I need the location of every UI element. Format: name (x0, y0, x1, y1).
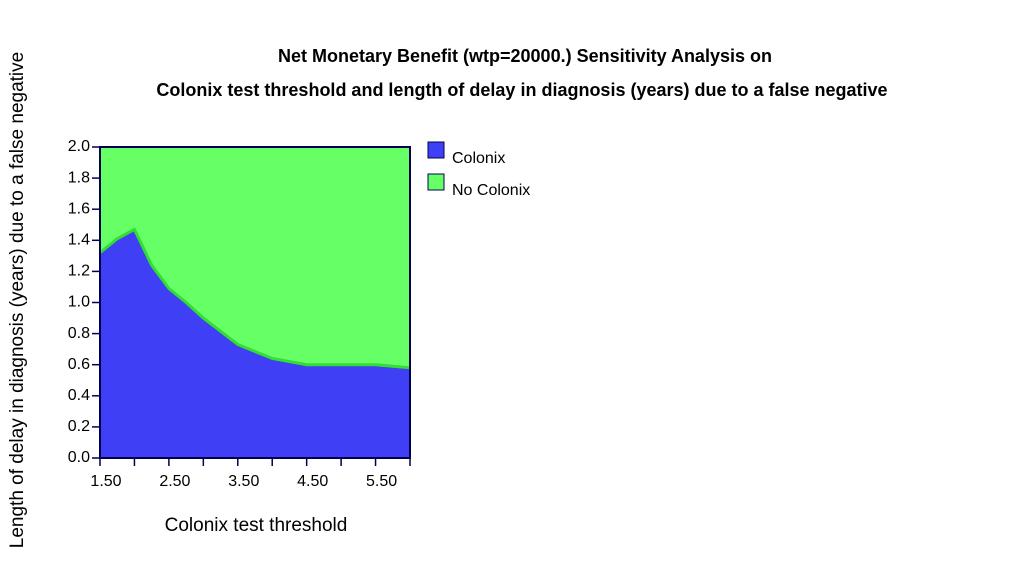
boundary-line (99, 227, 411, 370)
x-tick-label: 2.50 (159, 473, 190, 490)
y-tick-label: 1.6 (68, 200, 90, 217)
y-tick-label: 0.8 (68, 325, 90, 342)
y-tick-label: 1.4 (68, 232, 90, 249)
x-tick-label: 5.50 (366, 473, 397, 490)
chart-title: Net Monetary Benefit (wtp=20000.) Sensit… (278, 46, 772, 66)
x-tick-label: 1.50 (90, 473, 121, 490)
legend-swatch (427, 173, 445, 191)
y-tick-label: 1.0 (68, 294, 90, 311)
y-tick-label: 2.0 (68, 138, 90, 155)
x-axis-label: Colonix test threshold (165, 515, 348, 536)
region-area (100, 147, 410, 368)
y-tick-label: 0.6 (68, 356, 90, 373)
x-tick-label: 3.50 (228, 473, 259, 490)
y-axis-label: Length of delay in diagnosis (years) due… (7, 52, 28, 548)
y-tick-label: 0.0 (68, 449, 90, 466)
region-area (100, 229, 410, 458)
chart-subtitle: Colonix test threshold and length of del… (156, 80, 887, 100)
y-tick-label: 0.4 (68, 387, 90, 404)
y-tick-label: 1.8 (68, 169, 90, 186)
y-tick-label: 1.2 (68, 263, 90, 280)
legend-label: Colonix (452, 150, 505, 167)
legend-label: No Colonix (452, 182, 530, 199)
y-tick-label: 0.2 (68, 418, 90, 435)
legend-swatch (427, 141, 445, 159)
x-tick-label: 4.50 (297, 473, 328, 490)
